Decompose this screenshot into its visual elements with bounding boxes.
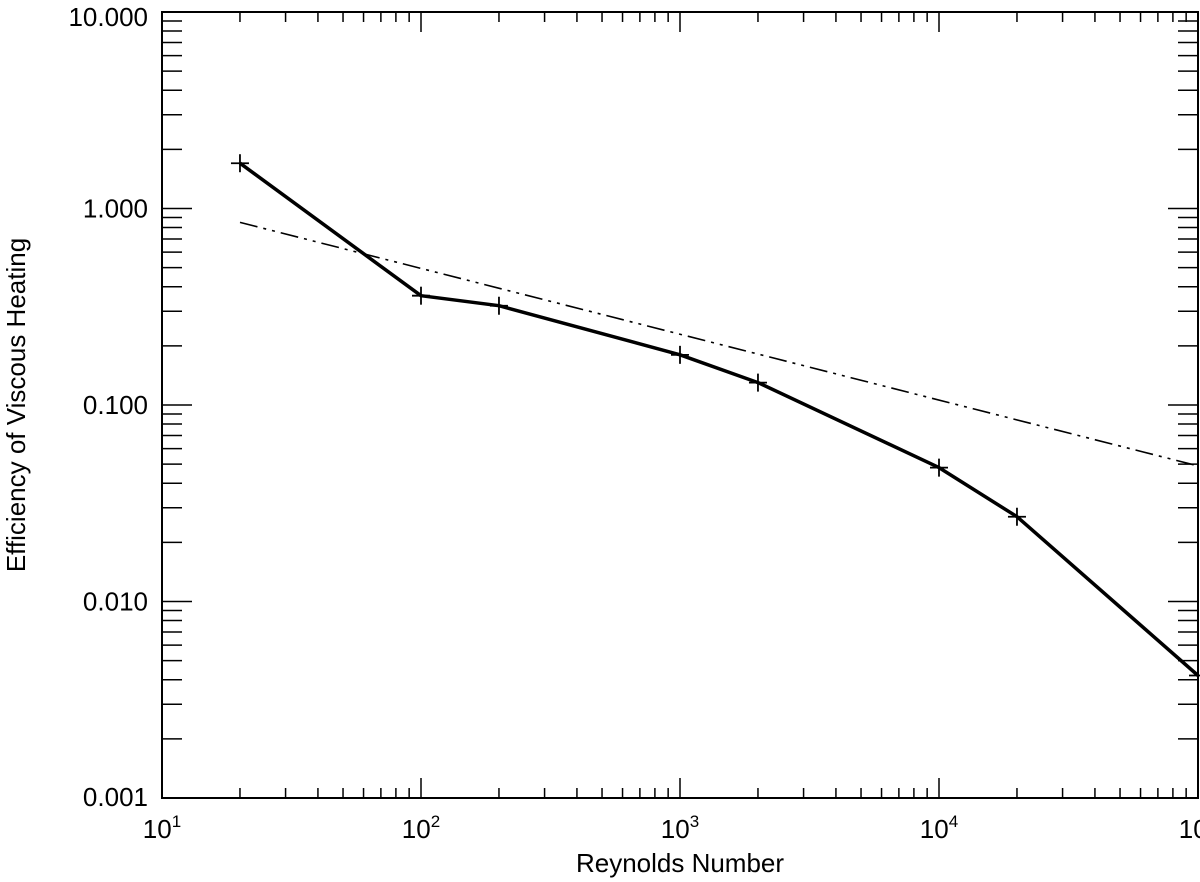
data-point-marker: [1189, 666, 1200, 685]
series-line-fit: [239, 221, 1199, 467]
y-tick-label: 0.100: [83, 390, 148, 420]
series-line-measured: [238, 161, 1200, 677]
x-tick-label: 104: [920, 812, 958, 844]
axis-ticks: [161, 12, 1198, 799]
y-tick-labels: 0.001 0.010 0.100 1.000 10.000: [68, 2, 148, 812]
series-group: [230, 154, 1200, 685]
data-point-marker: [412, 286, 430, 305]
data-point-marker: [748, 373, 767, 392]
data-point-marker: [1007, 507, 1026, 526]
y-tick-label: 10.000: [68, 2, 148, 32]
y-tick-label: 1.000: [83, 194, 148, 224]
x-axis-label: Reynolds Number: [576, 848, 784, 878]
y-tick-label: 0.001: [83, 782, 148, 812]
plot-frame: [161, 11, 1199, 799]
x-tick-label: 103: [661, 812, 699, 844]
x-tick-label: 101: [143, 812, 181, 844]
data-point-marker: [489, 296, 508, 315]
data-point-marker: [671, 345, 689, 364]
x-tick-label: 105: [1179, 812, 1200, 844]
data-point-marker: [930, 458, 948, 477]
data-point-marker: [230, 154, 249, 173]
x-tick-label: 102: [402, 812, 440, 844]
x-tick-labels: 101 102 103 104 105: [143, 812, 1200, 844]
y-tick-label: 0.010: [83, 587, 148, 617]
y-axis-label: Efficiency of Viscous Heating: [1, 238, 31, 572]
